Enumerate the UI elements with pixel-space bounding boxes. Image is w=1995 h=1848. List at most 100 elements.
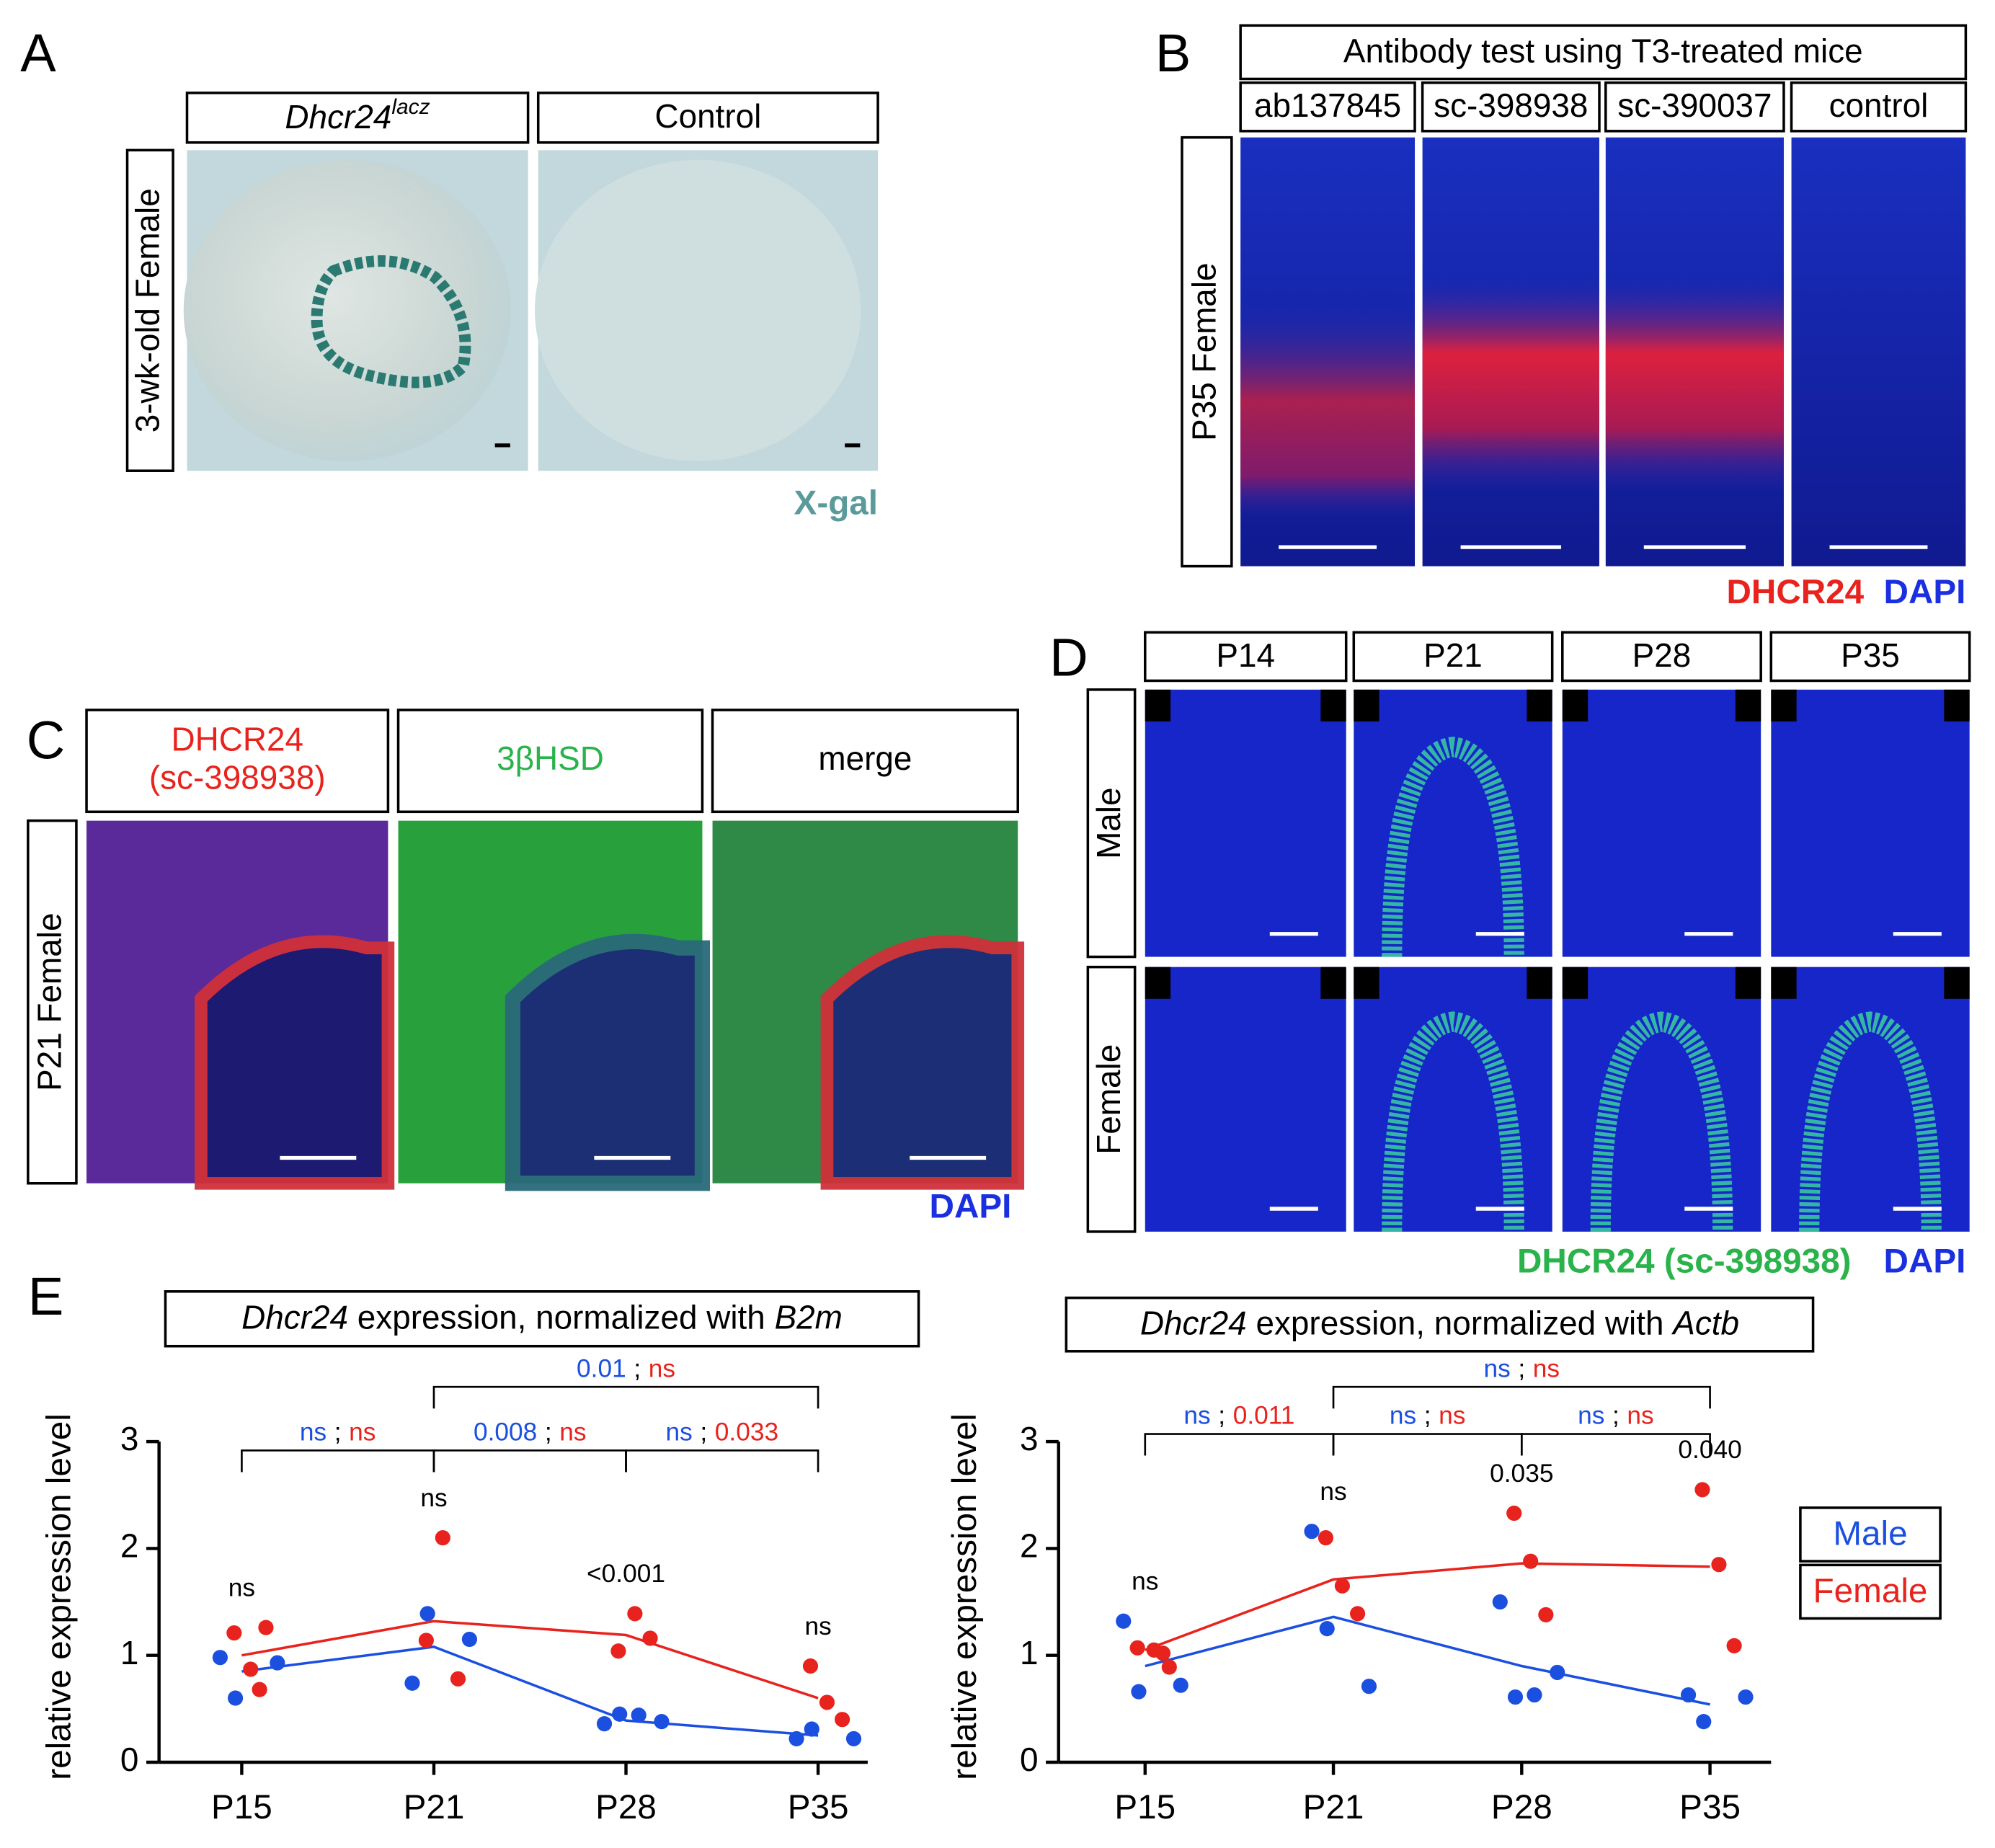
label-box bbox=[1239, 24, 1968, 81]
header-label: sc-398938 bbox=[1434, 86, 1588, 124]
comparison-bracket bbox=[1520, 1433, 1711, 1456]
data-point bbox=[819, 1694, 835, 1710]
label-box bbox=[1799, 1563, 1942, 1620]
data-point bbox=[631, 1707, 647, 1723]
x-tick-label: P15 bbox=[211, 1788, 272, 1826]
medulla bbox=[820, 935, 1025, 1190]
female-p: ns bbox=[1439, 1402, 1465, 1430]
header-label: (sc-398938) bbox=[149, 758, 326, 796]
data-point bbox=[1550, 1664, 1565, 1681]
header-label: control bbox=[1829, 86, 1929, 124]
micrograph-area bbox=[1145, 967, 1346, 1232]
panel-label: A bbox=[20, 23, 56, 83]
micrograph bbox=[398, 820, 711, 1191]
significance-label: 0.035 bbox=[1490, 1460, 1553, 1488]
separator: ; bbox=[1612, 1402, 1619, 1430]
corner bbox=[1562, 689, 1589, 721]
corner bbox=[1527, 689, 1552, 721]
significance-label: ns bbox=[804, 1612, 831, 1640]
corner bbox=[1527, 967, 1552, 999]
female-p: 0.011 bbox=[1233, 1402, 1295, 1430]
header-label: P35 bbox=[1841, 636, 1900, 674]
legend-label: Female bbox=[1813, 1572, 1928, 1610]
corner bbox=[1735, 689, 1761, 721]
micrograph-area bbox=[1240, 303, 1416, 520]
y-tick-label: 1 bbox=[120, 1634, 139, 1671]
zone-ring bbox=[1382, 1011, 1524, 1232]
corner bbox=[1320, 967, 1346, 999]
data-point bbox=[226, 1625, 242, 1641]
y-tick-label: 3 bbox=[1020, 1420, 1039, 1457]
title-part: expression, normalized with bbox=[348, 1299, 775, 1336]
comparison-label: ns; ns bbox=[1578, 1402, 1654, 1430]
data-point bbox=[243, 1661, 259, 1677]
micrograph bbox=[1771, 967, 1970, 1232]
data-point bbox=[1304, 1524, 1320, 1540]
label-box bbox=[164, 1290, 920, 1348]
separator: ; bbox=[1424, 1402, 1431, 1430]
micrograph-area bbox=[1605, 277, 1784, 494]
stain-label: DHCR24 bbox=[1727, 573, 1865, 611]
label-box bbox=[1352, 631, 1554, 683]
header-label: P14 bbox=[1216, 636, 1275, 674]
label-box bbox=[27, 819, 78, 1185]
data-point bbox=[1116, 1613, 1132, 1629]
male-p: ns bbox=[1484, 1355, 1511, 1383]
female-p: ns bbox=[349, 1418, 376, 1447]
micrograph bbox=[1145, 967, 1346, 1232]
data-point bbox=[435, 1529, 450, 1546]
x-tick-label: P21 bbox=[404, 1788, 465, 1826]
x-tick-label: P28 bbox=[595, 1788, 657, 1826]
header-label: P28 bbox=[1632, 636, 1692, 674]
micrograph bbox=[1562, 967, 1761, 1232]
label-box bbox=[1421, 81, 1601, 133]
separator: ; bbox=[545, 1418, 552, 1447]
stain-label: DAPI bbox=[1884, 573, 1966, 611]
data-point bbox=[404, 1675, 420, 1691]
x-tick-label: P35 bbox=[788, 1788, 849, 1826]
comparison-bracket bbox=[432, 1449, 627, 1472]
data-point bbox=[1694, 1482, 1710, 1498]
stain-label: DAPI bbox=[1884, 1243, 1966, 1281]
comparison-label: 0.01; ns bbox=[577, 1355, 675, 1383]
data-point bbox=[845, 1731, 862, 1746]
data-point bbox=[1507, 1689, 1524, 1705]
title-part: Dhcr24 bbox=[241, 1299, 348, 1336]
micrograph bbox=[1240, 137, 1416, 567]
female-p: ns bbox=[559, 1418, 586, 1447]
y-tick-label: 3 bbox=[120, 1420, 139, 1457]
title-part: Actb bbox=[1671, 1305, 1739, 1342]
y-tick-label: 2 bbox=[120, 1527, 139, 1565]
comparison-bracket bbox=[241, 1449, 435, 1472]
row-label: P21 Female bbox=[31, 913, 68, 1091]
data-point bbox=[258, 1620, 274, 1635]
separator: ; bbox=[1218, 1402, 1225, 1430]
data-point bbox=[1361, 1679, 1377, 1694]
micrograph bbox=[1605, 137, 1784, 567]
data-point bbox=[1334, 1578, 1350, 1594]
legend-label: Male bbox=[1833, 1514, 1907, 1552]
header-label: sc-390037 bbox=[1617, 86, 1772, 124]
comparison-bracket bbox=[432, 1385, 819, 1409]
mean-line bbox=[241, 1620, 819, 1700]
male-p: ns bbox=[1578, 1402, 1604, 1430]
tissue bbox=[535, 159, 861, 461]
significance-label: <0.001 bbox=[587, 1560, 665, 1588]
micrograph bbox=[1145, 689, 1346, 957]
micrograph bbox=[183, 150, 528, 471]
panel-label: D bbox=[1049, 628, 1088, 688]
label-box bbox=[536, 92, 879, 144]
superscript: lacz bbox=[391, 95, 430, 119]
micrograph bbox=[1771, 689, 1970, 957]
y-tick-label: 1 bbox=[1020, 1634, 1039, 1671]
chart-title: Dhcr24 expression, normalized with B2m bbox=[241, 1299, 843, 1336]
micrograph bbox=[1791, 137, 1966, 567]
male-p: ns bbox=[666, 1418, 693, 1447]
data-point bbox=[419, 1606, 435, 1622]
x-tick-label: P21 bbox=[1303, 1788, 1364, 1826]
micrograph-area bbox=[1771, 689, 1970, 957]
tissue bbox=[183, 159, 511, 461]
data-point bbox=[227, 1690, 244, 1706]
label-box bbox=[1790, 81, 1968, 133]
